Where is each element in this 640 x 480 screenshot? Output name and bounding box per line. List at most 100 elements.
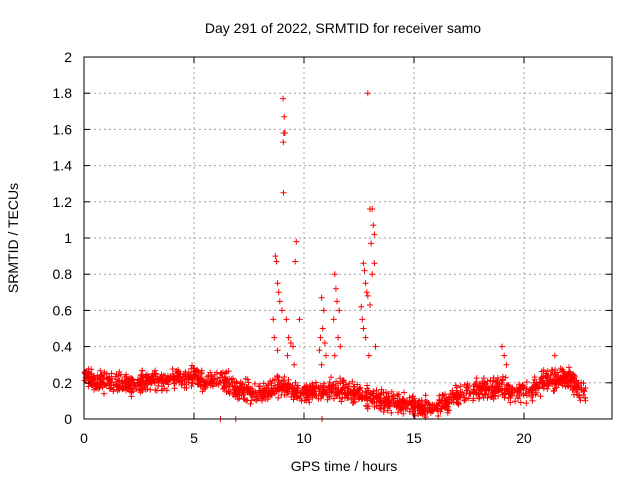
data-point (274, 372, 281, 379)
data-point (243, 384, 250, 390)
data-point (296, 316, 303, 323)
data-point (505, 382, 512, 389)
data-point (373, 387, 380, 394)
data-point (195, 374, 202, 381)
data-point (516, 381, 522, 388)
data-point (260, 380, 267, 387)
x-axis-label: GPS time / hours (291, 458, 398, 474)
y-tick-label: 1.6 (53, 121, 73, 137)
data-point (91, 386, 98, 393)
data-point (297, 390, 304, 397)
x-tick-label: 15 (406, 430, 422, 446)
data-point (360, 260, 367, 267)
data-point (523, 400, 530, 407)
data-point (378, 386, 385, 393)
data-point (442, 400, 449, 407)
data-point (362, 334, 369, 341)
data-point (334, 391, 341, 398)
data-point (480, 375, 487, 382)
data-point (328, 374, 334, 381)
data-point (398, 407, 405, 414)
data-point (523, 386, 530, 393)
data-point (528, 389, 535, 396)
data-point (540, 367, 547, 374)
data-point (362, 388, 369, 395)
data-point (117, 371, 124, 378)
data-point (390, 392, 397, 399)
data-point (265, 393, 272, 399)
data-point (428, 407, 435, 414)
data-point (448, 391, 455, 398)
data-point (457, 383, 464, 390)
data-point (459, 389, 466, 395)
data-point (515, 395, 522, 402)
data-point (581, 388, 588, 395)
data-point (317, 334, 324, 341)
data-point (201, 382, 208, 389)
data-point (533, 389, 540, 396)
data-point (189, 362, 195, 369)
data-point (132, 382, 139, 389)
data-point (470, 397, 477, 404)
data-point (121, 374, 128, 381)
y-tick-label: 2 (64, 49, 72, 65)
data-point (445, 403, 452, 410)
data-point (548, 367, 555, 374)
data-point (280, 378, 287, 384)
data-point (187, 374, 194, 381)
data-point (318, 390, 324, 396)
data-point (502, 374, 509, 381)
data-point (283, 316, 290, 323)
data-point (188, 365, 195, 372)
data-point (498, 381, 505, 388)
data-point (249, 385, 256, 392)
data-point (563, 371, 570, 377)
data-point (348, 388, 355, 395)
data-point (471, 389, 478, 396)
data-point (313, 393, 320, 399)
x-tick-label: 5 (190, 430, 198, 446)
data-point (262, 389, 269, 396)
data-point (322, 386, 328, 393)
data-point (369, 271, 376, 278)
data-point (127, 378, 134, 385)
data-point (245, 379, 252, 386)
data-point (223, 369, 230, 376)
data-point (363, 391, 370, 398)
data-point (234, 391, 241, 398)
y-axis-label: SRMTID / TECUs (5, 183, 21, 293)
data-point (321, 340, 328, 346)
data-point (100, 375, 107, 382)
data-point (422, 392, 429, 399)
data-point (181, 384, 188, 391)
data-point (416, 398, 423, 405)
data-point (411, 395, 418, 402)
data-point (388, 388, 395, 395)
y-tick-label: 1.8 (53, 85, 73, 101)
data-point (274, 280, 281, 287)
data-point (395, 409, 402, 416)
data-point (179, 380, 186, 387)
data-point (420, 408, 427, 415)
data-point (304, 394, 311, 401)
data-point (490, 392, 497, 399)
data-point (273, 258, 280, 265)
data-point (345, 394, 352, 401)
data-point (101, 390, 107, 397)
data-point (334, 298, 340, 305)
data-point (292, 258, 299, 265)
data-point (318, 384, 324, 391)
data-point (523, 379, 530, 385)
data-point (484, 378, 491, 385)
data-point (491, 384, 498, 391)
data-point (110, 382, 117, 389)
data-point (173, 368, 180, 375)
data-point (329, 390, 336, 396)
data-point (318, 294, 325, 301)
data-point (175, 374, 182, 381)
data-point (551, 352, 558, 359)
data-point (426, 401, 433, 408)
data-point (192, 367, 199, 374)
data-point (540, 381, 547, 388)
data-point (484, 384, 490, 390)
